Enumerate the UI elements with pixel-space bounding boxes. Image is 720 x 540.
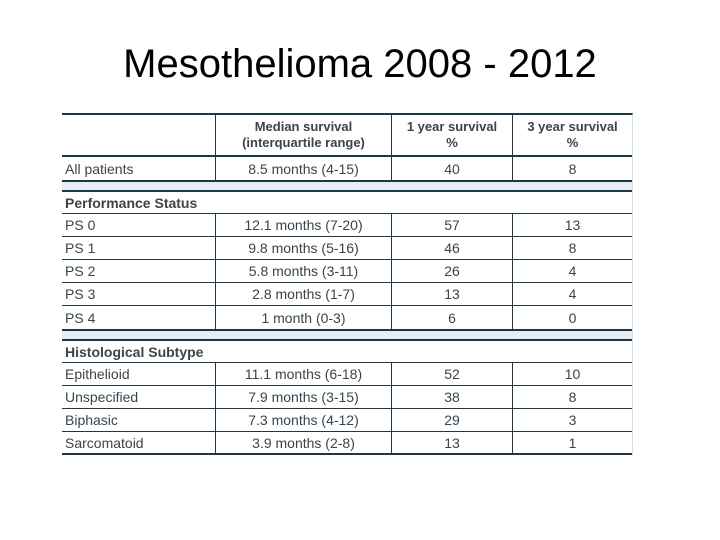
column-subtitle: (interquartile range) bbox=[242, 135, 365, 150]
one-year-survival-cell: 38 bbox=[391, 386, 512, 408]
column-subtitle: % bbox=[446, 135, 458, 150]
one-year-survival-cell: 26 bbox=[391, 260, 512, 282]
table-row: Epithelioid 11.1 months (6-18) 52 10 bbox=[62, 363, 632, 386]
one-year-survival-cell: 46 bbox=[391, 237, 512, 259]
table-row: Unspecified 7.9 months (3-15) 38 8 bbox=[62, 386, 632, 409]
one-year-survival-cell: 52 bbox=[391, 363, 512, 385]
three-year-survival-header: 3 year survival % bbox=[512, 115, 632, 155]
row-label-cell: Unspecified bbox=[65, 389, 139, 405]
one-year-survival-cell: 40 bbox=[391, 157, 512, 180]
median-survival-cell: 7.9 months (3-15) bbox=[215, 386, 391, 408]
row-label-cell: PS 2 bbox=[65, 263, 96, 279]
empty-header-cell bbox=[62, 115, 215, 155]
section-divider-band bbox=[62, 329, 632, 341]
table-row: PS 1 9.8 months (5-16) 46 8 bbox=[62, 237, 632, 260]
median-survival-cell: 3.9 months (2-8) bbox=[215, 432, 391, 453]
table-row: Sarcomatoid 3.9 months (2-8) 13 1 bbox=[62, 432, 632, 455]
three-year-survival-cell: 3 bbox=[512, 409, 632, 431]
one-year-survival-cell: 57 bbox=[391, 214, 512, 236]
three-year-survival-cell: 13 bbox=[512, 214, 632, 236]
slide-title: Mesothelioma 2008 - 2012 bbox=[123, 42, 597, 86]
three-year-survival-cell: 8 bbox=[512, 237, 632, 259]
section-label: Performance Status bbox=[65, 194, 198, 211]
median-survival-cell: 1 month (0-3) bbox=[215, 306, 391, 329]
three-year-survival-cell: 4 bbox=[512, 260, 632, 282]
three-year-survival-cell: 0 bbox=[512, 306, 632, 329]
section-header-row: Histological Subtype bbox=[62, 341, 632, 363]
median-survival-cell: 2.8 months (1-7) bbox=[215, 283, 391, 305]
table-row: PS 4 1 month (0-3) 6 0 bbox=[62, 306, 632, 329]
three-year-survival-cell: 8 bbox=[512, 386, 632, 408]
one-year-survival-header: 1 year survival % bbox=[391, 115, 512, 155]
median-survival-cell: 5.8 months (3-11) bbox=[215, 260, 391, 282]
median-survival-cell: 11.1 months (6-18) bbox=[215, 363, 391, 385]
section-header-row: Performance Status bbox=[62, 192, 632, 214]
median-survival-cell: 7.3 months (4-12) bbox=[215, 409, 391, 431]
three-year-survival-cell: 8 bbox=[512, 157, 632, 180]
table-row: All patients 8.5 months (4-15) 40 8 bbox=[62, 157, 632, 180]
three-year-survival-cell: 1 bbox=[512, 432, 632, 453]
row-label-cell: PS 1 bbox=[65, 240, 96, 256]
one-year-survival-cell: 13 bbox=[391, 432, 512, 453]
median-survival-cell: 9.8 months (5-16) bbox=[215, 237, 391, 259]
one-year-survival-cell: 29 bbox=[391, 409, 512, 431]
table-row: PS 2 5.8 months (3-11) 26 4 bbox=[62, 260, 632, 283]
table-row: PS 0 12.1 months (7-20) 57 13 bbox=[62, 214, 632, 237]
table-header-row: Median survival (interquartile range) 1 … bbox=[62, 115, 632, 157]
one-year-survival-cell: 13 bbox=[391, 283, 512, 305]
column-title: 1 year survival bbox=[406, 118, 498, 134]
section-label: Histological Subtype bbox=[65, 343, 204, 360]
one-year-survival-cell: 6 bbox=[391, 306, 512, 329]
table-row: PS 3 2.8 months (1-7) 13 4 bbox=[62, 283, 632, 306]
row-label-cell: Sarcomatoid bbox=[65, 434, 144, 451]
column-subtitle: % bbox=[566, 135, 579, 150]
section-divider-band bbox=[62, 180, 632, 192]
row-label-cell: PS 3 bbox=[65, 286, 96, 302]
row-label-cell: PS 4 bbox=[65, 309, 96, 326]
row-label-cell: Biphasic bbox=[65, 412, 118, 428]
row-label-cell: PS 0 bbox=[65, 217, 96, 233]
column-title: 3 year survival bbox=[527, 118, 618, 134]
median-survival-header: Median survival (interquartile range) bbox=[215, 115, 391, 155]
row-label-cell: All patients bbox=[65, 160, 134, 177]
three-year-survival-cell: 10 bbox=[512, 363, 632, 385]
survival-table: Median survival (interquartile range) 1 … bbox=[62, 113, 633, 455]
row-label-cell: Epithelioid bbox=[65, 366, 130, 382]
three-year-survival-cell: 4 bbox=[512, 283, 632, 305]
column-title: Median survival bbox=[254, 118, 353, 134]
median-survival-cell: 8.5 months (4-15) bbox=[215, 157, 391, 180]
median-survival-cell: 12.1 months (7-20) bbox=[215, 214, 391, 236]
table-row: Biphasic 7.3 months (4-12) 29 3 bbox=[62, 409, 632, 432]
